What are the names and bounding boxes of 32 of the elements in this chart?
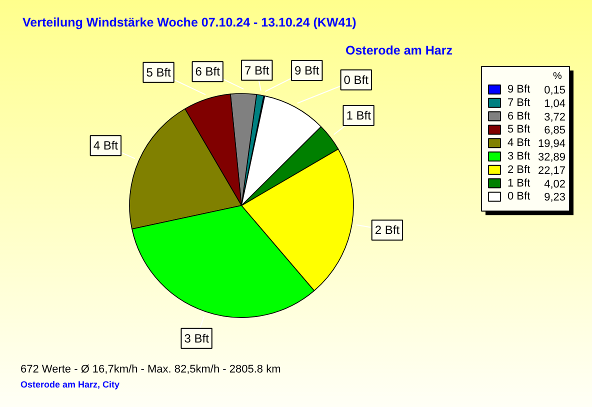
chart-subtitle: Osterode am Harz xyxy=(346,44,452,58)
legend-label: 1 Bft xyxy=(508,177,530,190)
data-label: 3,72 xyxy=(544,111,566,124)
legend-label: 2 Bft xyxy=(508,164,530,176)
slice-label: 3 Bft xyxy=(184,331,210,346)
legend-label: 6 Bft xyxy=(508,110,530,122)
legend-label: 3 Bft xyxy=(508,150,530,162)
data-label: 0,15 xyxy=(544,84,566,96)
legend-label: 4 Bft xyxy=(508,137,530,150)
data-label: 9,23 xyxy=(544,192,566,204)
slice-label: 0 Bft xyxy=(344,72,370,87)
data-label: 1,04 xyxy=(544,98,566,110)
chart-title: Verteilung Windstärke Woche 07.10.24 - 13.10.24 (KW41) xyxy=(22,16,356,30)
text: Osterode am Harz, City xyxy=(20,380,120,390)
slice-label: 1 Bft xyxy=(346,108,372,123)
slice-label: 7 Bft xyxy=(244,63,270,78)
legend-label: 7 Bft xyxy=(508,96,530,109)
slice-label: 2 Bft xyxy=(374,223,400,238)
legend-label: 0 Bft xyxy=(508,190,530,203)
data-label: 6,85 xyxy=(544,124,566,137)
text: 672 Werte - Ø 16,7km/h - Max. 82,5km/h - 2805.8 km xyxy=(20,364,281,376)
slice-label: 4 Bft xyxy=(93,138,119,153)
data-label: 32,89 xyxy=(538,152,566,164)
slice-label: 9 Bft xyxy=(294,64,320,78)
data-label: 19,94 xyxy=(538,138,566,150)
legend-label: 5 Bft xyxy=(508,124,530,136)
legend-title: % xyxy=(553,71,562,82)
slice-label: 5 Bft xyxy=(146,65,172,80)
data-label: 4,02 xyxy=(544,178,566,190)
legend-label: 9 Bft xyxy=(508,84,530,96)
slice-label: 6 Bft xyxy=(195,64,221,79)
data-label: 22,17 xyxy=(538,164,566,177)
